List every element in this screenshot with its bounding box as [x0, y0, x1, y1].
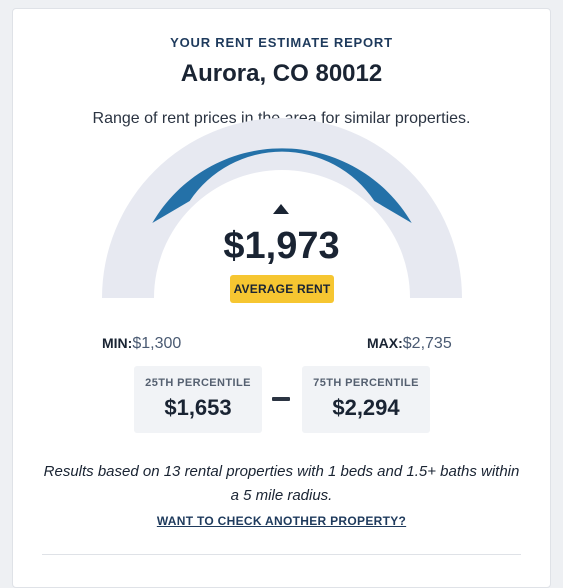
gauge-track — [102, 118, 462, 298]
average-rent-badge: AVERAGE RENT — [230, 275, 334, 303]
percentile-25-value: $1,653 — [164, 395, 232, 420]
average-marker-icon — [273, 204, 289, 214]
rent-gauge — [102, 118, 462, 298]
range-dash — [272, 397, 290, 401]
max-range: MAX:$2,735 — [367, 335, 452, 353]
gauge-highlight-band — [152, 148, 412, 223]
percentile-25-box: 25TH PERCENTILE $1,653 — [134, 366, 262, 433]
bottom-divider — [42, 554, 521, 555]
min-value: $1,300 — [132, 335, 182, 352]
percentile-25-label: 25TH PERCENTILE — [145, 377, 251, 389]
results-description: Results based on 13 rental properties wi… — [43, 463, 520, 504]
max-label: MAX: — [367, 335, 403, 351]
min-range: MIN:$1,300 — [102, 335, 181, 353]
min-label: MIN: — [102, 335, 133, 351]
max-value: $2,735 — [402, 335, 452, 352]
percentile-75-label: 75TH PERCENTILE — [313, 377, 419, 389]
check-another-property-link[interactable]: WANT TO CHECK ANOTHER PROPERTY? — [156, 514, 407, 528]
report-kicker: YOUR RENT ESTIMATE REPORT — [170, 35, 393, 50]
average-rent-value: $1,973 — [223, 225, 340, 267]
percentile-75-box: 75TH PERCENTILE $2,294 — [302, 366, 430, 433]
percentile-75-value: $2,294 — [332, 395, 400, 420]
location-title: Aurora, CO 80012 — [180, 60, 383, 87]
